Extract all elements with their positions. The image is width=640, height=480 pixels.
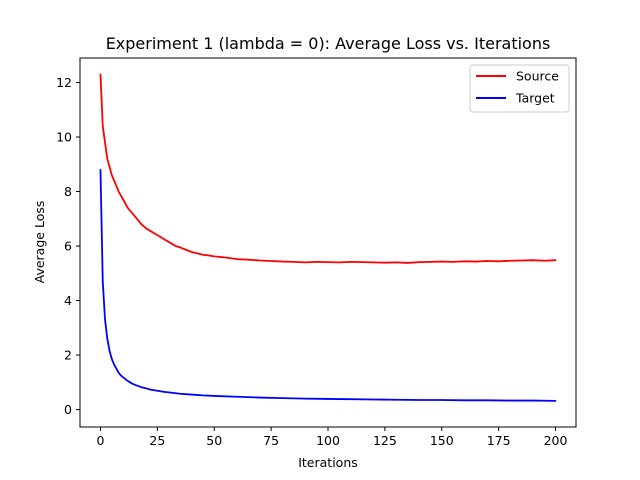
y-tick-label: 12 bbox=[56, 75, 72, 90]
legend-label-source: Source bbox=[516, 69, 559, 84]
chart-title: Experiment 1 (lambda = 0): Average Loss … bbox=[106, 34, 551, 53]
y-tick-label: 0 bbox=[64, 402, 72, 417]
x-tick-label: 175 bbox=[487, 433, 511, 448]
series-line-source bbox=[99, 73, 557, 264]
y-tick-label: 4 bbox=[64, 293, 72, 308]
plot-area bbox=[99, 73, 557, 402]
y-axis-ticks: 0 2 4 6 8 10 12 bbox=[56, 75, 80, 417]
y-tick-label: 2 bbox=[64, 348, 72, 363]
x-tick-label: 100 bbox=[316, 433, 340, 448]
x-tick-label: 150 bbox=[430, 433, 454, 448]
x-tick-label: 50 bbox=[206, 433, 222, 448]
x-tick-label: 25 bbox=[149, 433, 165, 448]
legend: Source Target bbox=[469, 64, 570, 113]
x-tick-label: 125 bbox=[373, 433, 397, 448]
x-axis-label: Iterations bbox=[298, 455, 358, 470]
y-tick-label: 10 bbox=[56, 130, 72, 145]
y-axis-label: Average Loss bbox=[32, 201, 47, 284]
y-tick-label: 8 bbox=[64, 184, 72, 199]
x-tick-label: 200 bbox=[544, 433, 568, 448]
x-axis-ticks: 0 25 50 75 100 125 150 175 200 bbox=[97, 427, 568, 448]
series-line-target bbox=[99, 168, 557, 402]
legend-label-target: Target bbox=[515, 91, 555, 106]
x-tick-label: 0 bbox=[97, 433, 105, 448]
plot-frame bbox=[79, 57, 577, 428]
x-tick-label: 75 bbox=[263, 433, 279, 448]
y-tick-label: 6 bbox=[64, 239, 72, 254]
